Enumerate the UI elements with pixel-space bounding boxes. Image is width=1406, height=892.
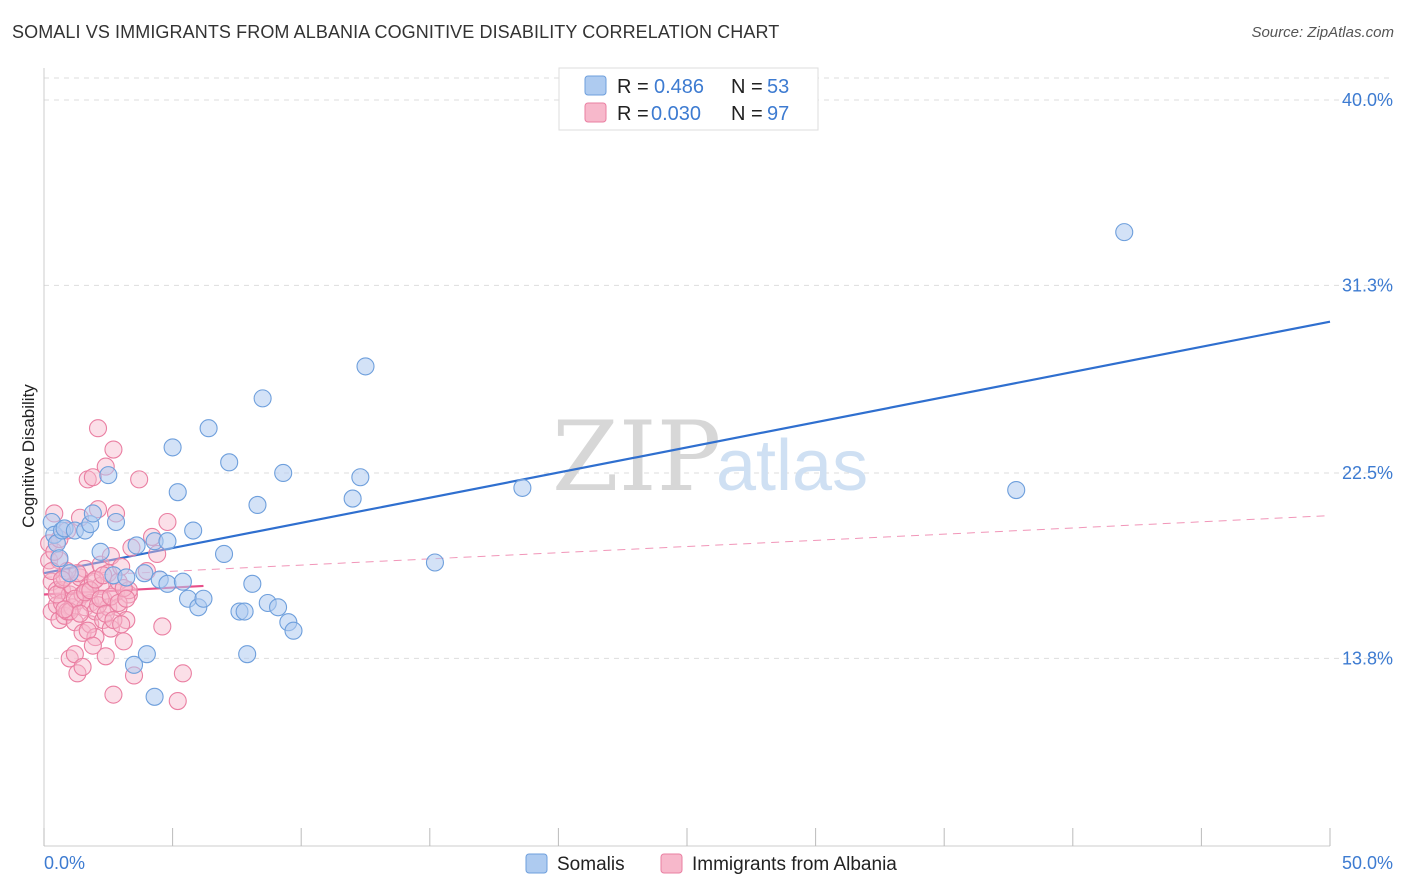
somali-point: [137, 645, 156, 664]
albania-point: [104, 685, 123, 704]
x-tick-label-max: 50.0%: [1342, 853, 1393, 873]
somali-point: [238, 645, 257, 664]
albania-point: [55, 600, 74, 619]
chart-source: Source: ZipAtlas.com: [1251, 24, 1394, 41]
somali-point: [91, 542, 110, 561]
somali-point: [248, 495, 267, 515]
legend-n-label-albania: N =: [731, 103, 763, 125]
somali-point: [173, 572, 192, 591]
y-tick-labels: 13.8% 22.5% 31.3% 40.0%: [1342, 90, 1393, 668]
watermark: ZIP atlas: [552, 401, 868, 513]
watermark-atlas: atlas: [716, 426, 868, 506]
legend-swatch-somali: [584, 75, 607, 96]
albania-point: [173, 664, 192, 683]
legend-n-value-albania: 97: [767, 103, 789, 125]
somali-point: [243, 574, 262, 593]
somali-point: [425, 553, 444, 572]
somali-point: [284, 621, 303, 640]
bottom-legend-label-albania: Immigrants from Albania: [692, 854, 897, 875]
albania-point: [70, 604, 90, 623]
somali-point: [60, 564, 79, 583]
albania-point: [158, 512, 177, 532]
x-ticks: [43, 828, 1331, 846]
somali-point: [269, 598, 288, 617]
somali-point: [343, 489, 362, 508]
albania-point: [168, 692, 187, 711]
albania-point: [130, 470, 149, 489]
somali-point: [1115, 223, 1134, 242]
albania-point: [114, 632, 133, 651]
somali-point: [168, 483, 187, 502]
somali-point: [274, 463, 293, 483]
albania-point: [88, 419, 108, 438]
somali-point: [50, 549, 69, 568]
legend-swatch-albania: [584, 102, 607, 123]
somali-point: [351, 468, 370, 487]
somali-point: [184, 521, 203, 540]
somali-point: [1007, 480, 1026, 500]
bottom-legend-label-somali: Somalis: [557, 854, 625, 875]
albania-point: [104, 440, 123, 459]
chart-title: SOMALI VS IMMIGRANTS FROM ALBANIA COGNIT…: [12, 22, 780, 42]
somali-points: [42, 223, 1134, 706]
bottom-legend-swatch-somali: [525, 853, 548, 874]
somali-point: [214, 544, 234, 564]
albania-point: [117, 589, 136, 608]
legend-r-value-somali: 0.486: [654, 76, 704, 98]
y-axis-label: Cognitive Disability: [19, 384, 38, 528]
somali-point: [194, 589, 213, 608]
somali-point: [513, 478, 532, 497]
x-tick-label-min: 0.0%: [44, 853, 85, 873]
somali-point: [220, 453, 239, 472]
gridlines: [44, 77, 1393, 659]
legend-n-label-somali: N =: [731, 76, 763, 98]
y-tick-label: 22.5%: [1342, 463, 1393, 483]
somali-point: [235, 602, 254, 621]
bottom-legend-swatch-albania: [660, 853, 683, 874]
somali-point: [127, 536, 146, 555]
legend-box: R = 0.486 N = 53 R = 0.030 N = 97: [558, 67, 819, 131]
somali-point: [163, 438, 182, 457]
somali-point: [117, 568, 136, 587]
legend-r-value-albania: 0.030: [651, 103, 701, 125]
somali-point: [83, 504, 102, 523]
somali-point: [253, 389, 272, 408]
somali-point: [145, 687, 164, 706]
somali-point: [99, 466, 118, 485]
bottom-legend: Somalis Immigrants from Albania: [525, 853, 897, 875]
somali-trend-line: [43, 320, 1331, 575]
albania-point: [73, 657, 92, 677]
somali-point: [124, 655, 144, 674]
albania-point: [83, 636, 102, 655]
albania-point: [112, 615, 131, 634]
y-tick-label: 40.0%: [1342, 90, 1393, 110]
somali-point: [135, 564, 154, 583]
legend-n-value-somali: 53: [767, 76, 789, 98]
albania-point: [96, 647, 115, 666]
albania-point: [153, 617, 172, 636]
y-tick-label: 13.8%: [1342, 648, 1393, 668]
legend-r-label-albania: R =: [617, 103, 649, 125]
legend-r-label-somali: R =: [617, 76, 649, 98]
somali-point: [158, 532, 177, 551]
somali-point: [158, 574, 177, 593]
somali-point: [199, 419, 218, 438]
somali-point: [106, 512, 126, 532]
somali-point: [356, 357, 375, 376]
y-tick-label: 31.3%: [1342, 275, 1393, 295]
albania-trend-extended: [43, 515, 1331, 578]
